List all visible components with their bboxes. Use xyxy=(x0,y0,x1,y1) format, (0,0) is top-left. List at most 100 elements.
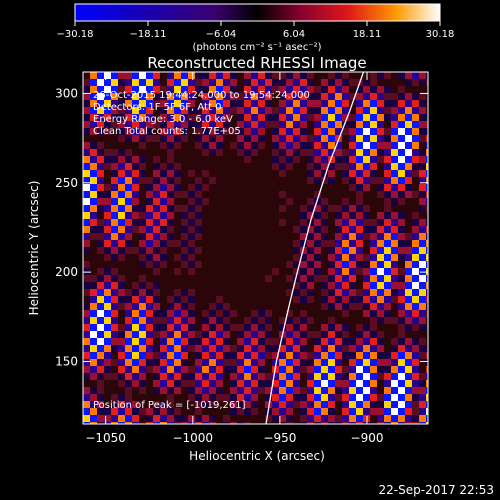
heatmap-cell xyxy=(377,240,384,247)
heatmap-cell xyxy=(307,303,314,310)
heatmap-cell xyxy=(384,247,391,254)
heatmap-cell xyxy=(202,163,209,170)
heatmap-cell xyxy=(160,345,167,352)
heatmap-cell xyxy=(104,275,111,282)
heatmap-cell xyxy=(398,233,405,240)
heatmap-cell xyxy=(307,338,314,345)
heatmap-cell xyxy=(391,233,398,240)
heatmap-cell xyxy=(356,142,363,149)
heatmap-cell xyxy=(405,212,412,219)
heatmap-cell xyxy=(202,366,209,373)
heatmap-cell xyxy=(223,366,230,373)
heatmap-cell xyxy=(223,170,230,177)
heatmap-cell xyxy=(328,352,335,359)
heatmap-cell xyxy=(328,142,335,149)
heatmap-cell xyxy=(293,205,300,212)
heatmap-cell xyxy=(426,79,428,86)
heatmap-cell xyxy=(202,205,209,212)
heatmap-cell xyxy=(349,121,356,128)
heatmap-cell xyxy=(321,380,328,387)
heatmap-cell xyxy=(335,275,342,282)
heatmap-cell xyxy=(328,226,335,233)
heatmap-cell xyxy=(90,261,97,268)
heatmap-cell xyxy=(195,415,202,422)
heatmap-cell xyxy=(195,366,202,373)
heatmap-cell xyxy=(314,303,321,310)
heatmap-cell xyxy=(419,72,426,79)
heatmap-cell xyxy=(216,233,223,240)
heatmap-cell xyxy=(314,331,321,338)
heatmap-cell xyxy=(132,247,139,254)
heatmap-cell xyxy=(265,177,272,184)
heatmap-cell xyxy=(391,205,398,212)
heatmap-cell xyxy=(293,352,300,359)
heatmap-cell xyxy=(405,184,412,191)
heatmap-cell xyxy=(300,345,307,352)
y-axis-label: Heliocentric Y (arcsec) xyxy=(27,181,41,316)
heatmap-cell xyxy=(97,198,104,205)
heatmap-cell xyxy=(286,415,293,422)
colorbar-ticks: −30.18 −18.11 −6.04 6.04 18.11 30.18 xyxy=(56,21,454,40)
heatmap-cell xyxy=(139,107,146,114)
heatmap-cell xyxy=(146,289,153,296)
heatmap-cell xyxy=(286,408,293,415)
heatmap-cell xyxy=(391,212,398,219)
heatmap-cell xyxy=(412,408,419,415)
heatmap-cell xyxy=(202,331,209,338)
heatmap-cell xyxy=(251,247,258,254)
heatmap-cell xyxy=(244,373,251,380)
heatmap-cell xyxy=(300,170,307,177)
heatmap-cell xyxy=(272,324,279,331)
heatmap-cell xyxy=(146,303,153,310)
heatmap-cell xyxy=(391,86,398,93)
heatmap-cell xyxy=(118,310,125,317)
heatmap-cell xyxy=(391,324,398,331)
heatmap-cell xyxy=(90,205,97,212)
heatmap-cell xyxy=(244,394,251,401)
heatmap-cell xyxy=(153,240,160,247)
heatmap-cell xyxy=(398,79,405,86)
heatmap-cell xyxy=(174,149,181,156)
heatmap-cell xyxy=(216,373,223,380)
heatmap-cell xyxy=(132,408,139,415)
heatmap-cell xyxy=(83,121,90,128)
heatmap-cell xyxy=(216,79,223,86)
heatmap-cell xyxy=(293,331,300,338)
heatmap-cell xyxy=(293,345,300,352)
heatmap-cell xyxy=(377,380,384,387)
heatmap-cell xyxy=(111,296,118,303)
heatmap-cell xyxy=(90,79,97,86)
heatmap-cell xyxy=(104,324,111,331)
heatmap-cell xyxy=(216,100,223,107)
heatmap-cell xyxy=(335,310,342,317)
heatmap-cell xyxy=(160,352,167,359)
heatmap-cell xyxy=(335,72,342,79)
heatmap-cell xyxy=(230,415,237,422)
heatmap-cell xyxy=(174,107,181,114)
heatmap-cell xyxy=(181,422,188,424)
heatmap-cell xyxy=(90,114,97,121)
heatmap-cell xyxy=(405,359,412,366)
heatmap-cell xyxy=(293,380,300,387)
heatmap-cell xyxy=(230,191,237,198)
heatmap-cell xyxy=(160,93,167,100)
heatmap-cell xyxy=(370,121,377,128)
heatmap-cell xyxy=(391,191,398,198)
heatmap-cell xyxy=(188,345,195,352)
heatmap-cell xyxy=(419,324,426,331)
heatmap-cell xyxy=(265,163,272,170)
heatmap-cell xyxy=(125,198,132,205)
heatmap-cell xyxy=(181,261,188,268)
heatmap-cell xyxy=(377,310,384,317)
heatmap-cell xyxy=(104,135,111,142)
heatmap-cell xyxy=(405,205,412,212)
heatmap-cell xyxy=(202,254,209,261)
heatmap-cell xyxy=(391,317,398,324)
heatmap-cell xyxy=(195,93,202,100)
heatmap-cell xyxy=(146,156,153,163)
heatmap-cell xyxy=(174,254,181,261)
heatmap-cell xyxy=(83,415,90,422)
heatmap-cell xyxy=(153,408,160,415)
heatmap-cell xyxy=(405,198,412,205)
heatmap-cell xyxy=(412,415,419,422)
